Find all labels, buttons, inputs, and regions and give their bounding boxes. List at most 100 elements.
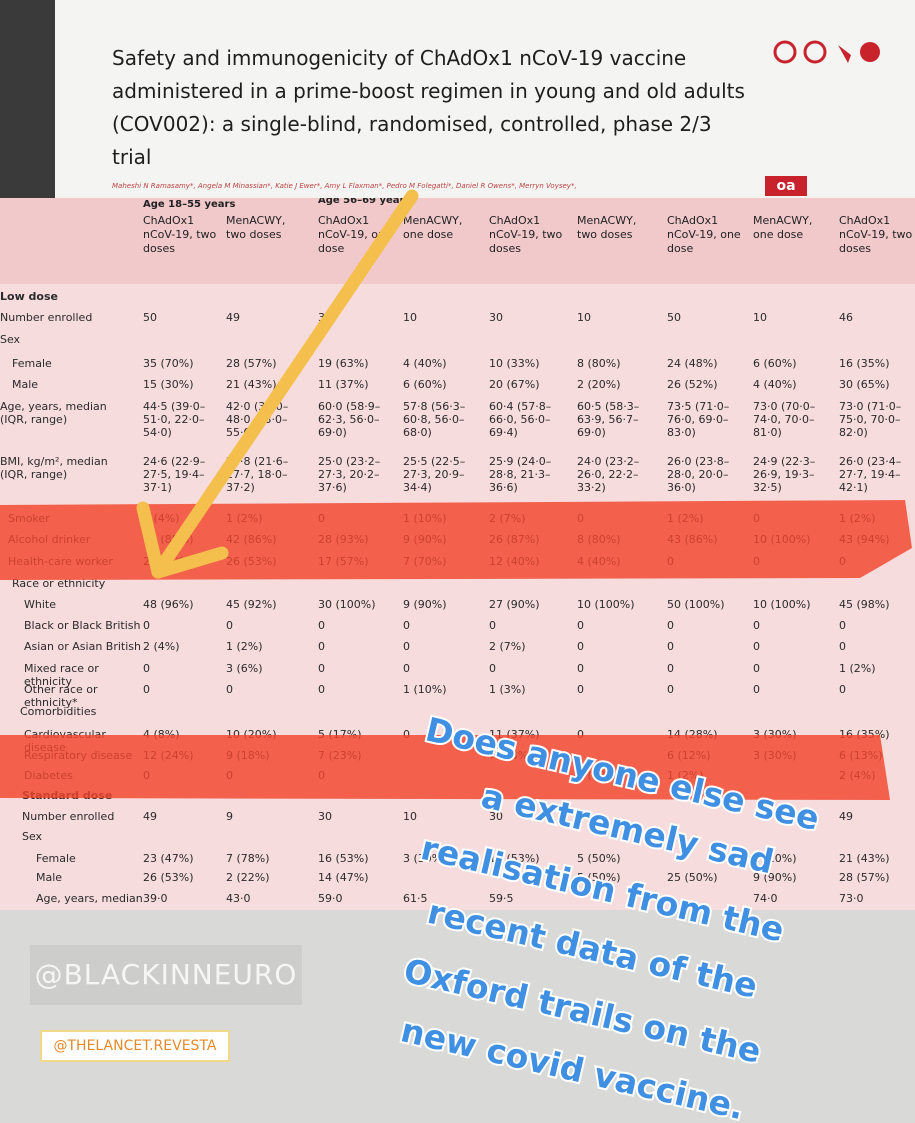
table-cell: 30 (100%): [318, 598, 376, 611]
table-cell: 45 (92%): [226, 598, 277, 611]
row-label: Black or Black British: [24, 619, 141, 632]
table-cell: 57·8 (56·3–60·8, 56·0–68·0): [403, 400, 466, 439]
row-label: Comorbidities: [20, 705, 97, 718]
table-cell: 3 (6%): [226, 662, 263, 675]
table-cell: 26·0 (23·4–27·7, 19·4–42·1): [839, 455, 902, 494]
table-cell: 1 (10%): [403, 683, 447, 696]
table-cell: 0: [753, 640, 760, 653]
table-cell: 16 (53%): [489, 852, 540, 865]
group-header: Age 56–69 years: [318, 198, 411, 206]
table-cell: 45 (98%): [839, 598, 890, 611]
table-cell: 74·0: [753, 892, 778, 905]
article-title: Safety and immunogenicity of ChAdOx1 nCo…: [112, 46, 745, 169]
table-cell: 0: [143, 619, 150, 632]
table-cell: 0: [839, 683, 846, 696]
group-header: Age 18–55 years: [143, 199, 236, 210]
table-cell: 21 (43%): [839, 852, 890, 865]
table-cell: 2 (20%): [577, 378, 621, 391]
table-cell: 26 (52%): [667, 378, 718, 391]
table-cell: 0: [143, 683, 150, 696]
table-cell: 0: [753, 662, 760, 675]
row-label: Mixed race or ethnicity: [24, 662, 99, 688]
open-access-badge: oa: [765, 176, 807, 196]
table-cell: 24·0 (23·2–26·0, 22·2–33·2): [577, 455, 640, 494]
table-cell: 73·0 (71·0–75·0, 70·0–82·0): [839, 400, 902, 439]
table-cell: 0: [226, 619, 233, 632]
column-header: MenACWY, two doses: [226, 214, 286, 241]
row-label: Asian or Asian British: [24, 640, 141, 653]
table-cell: 23 (47%): [143, 852, 194, 865]
table-cell: 73·0 (70·0–74·0, 70·0–81·0): [753, 400, 816, 439]
table-cell: 6 (60%): [403, 378, 447, 391]
table-cell: 0: [839, 619, 846, 632]
table-cell: 0: [318, 619, 325, 632]
table-cell: 2 (7%): [489, 640, 526, 653]
row-label: Age, years, median (IQR, range): [0, 400, 107, 426]
table-cell: 0: [577, 683, 584, 696]
mention-tag[interactable]: @THELANCET.REVESTA: [40, 1030, 230, 1062]
table-cell: 0: [577, 640, 584, 653]
table-cell: 43·0: [226, 892, 251, 905]
row-label: Male: [36, 871, 63, 884]
table-cell: 60·0 (58·9–62·3, 56·0–69·0): [318, 400, 381, 439]
table-cell: 3 (30%): [403, 852, 447, 865]
table-cell: 0: [667, 662, 674, 675]
column-header: MenACWY, one dose: [753, 214, 813, 241]
table-cell: 0: [753, 619, 760, 632]
column-header: MenACWY, one dose: [403, 214, 463, 241]
background-edge: [0, 0, 55, 200]
table-cell: 25 (50%): [667, 871, 718, 884]
table-cell: 0: [403, 640, 410, 653]
table-cell: 16 (35%): [839, 357, 890, 370]
table-cell: 59·5: [489, 892, 514, 905]
table-cell: 24·9 (22·3–26·9, 19·3–32·5): [753, 455, 816, 494]
table-cell: 30 (65%): [839, 378, 890, 391]
table-cell: 10: [753, 311, 767, 324]
table-cell: 16 (53%): [318, 852, 369, 865]
table-cell: 19 (63%): [318, 357, 369, 370]
table-cell: 50 (100%): [667, 598, 725, 611]
table-cell: 27 (90%): [489, 598, 540, 611]
table-cell: 9 (90%): [753, 871, 797, 884]
table-cell: 10: [577, 311, 591, 324]
table-cell: 0: [667, 619, 674, 632]
table-cell: 50: [143, 311, 157, 324]
table-cell: 0: [403, 662, 410, 675]
table-cell: 0: [577, 662, 584, 675]
table-cell: 49: [226, 311, 240, 324]
table-cell: 0: [577, 728, 584, 741]
table-cell: 73·5 (71·0–76·0, 69·0–83·0): [667, 400, 730, 439]
table-cell: 4 (40%): [753, 378, 797, 391]
table-cell: 0: [839, 640, 846, 653]
table-cell: 0: [318, 640, 325, 653]
row-label: Low dose: [0, 290, 58, 303]
table-cell: 26·0 (23·8–28·0, 20·0–36·0): [667, 455, 730, 494]
row-label: BMI, kg/m², median (IQR, range): [0, 455, 108, 481]
table-cell: 0: [577, 619, 584, 632]
marker-stroke: [0, 735, 890, 800]
table-cell: 39·0: [143, 892, 168, 905]
table-cell: 24 (48%): [667, 357, 718, 370]
table-cell: 0: [226, 683, 233, 696]
table-cell: 0: [667, 640, 674, 653]
row-label: Female: [12, 357, 52, 370]
handle-tag[interactable]: @BLACKINNEURO: [30, 945, 302, 1005]
table-cell: 9 (90%): [403, 598, 447, 611]
table-cell: 0: [403, 728, 410, 741]
table-cell: 24·8 (21·6–27·7, 18·0–37·2): [226, 455, 289, 494]
table-cell: 28 (57%): [839, 871, 890, 884]
table-cell: 25·9 (24·0–28·8, 21·3–36·6): [489, 455, 552, 494]
table-cell: 9: [226, 810, 233, 823]
paper-header: [55, 0, 915, 200]
table-cell: 20 (67%): [489, 378, 540, 391]
table-cell: 0: [667, 683, 674, 696]
table-cell: 30: [318, 810, 332, 823]
row-label: Sex: [22, 830, 43, 843]
row-label: Male: [12, 378, 39, 391]
table-cell: 59·0: [318, 892, 343, 905]
table-cell: 1 (2%): [839, 662, 876, 675]
arrow: [136, 189, 419, 579]
table-cell: 49: [839, 810, 853, 823]
table-cell: 21 (43%): [226, 378, 277, 391]
